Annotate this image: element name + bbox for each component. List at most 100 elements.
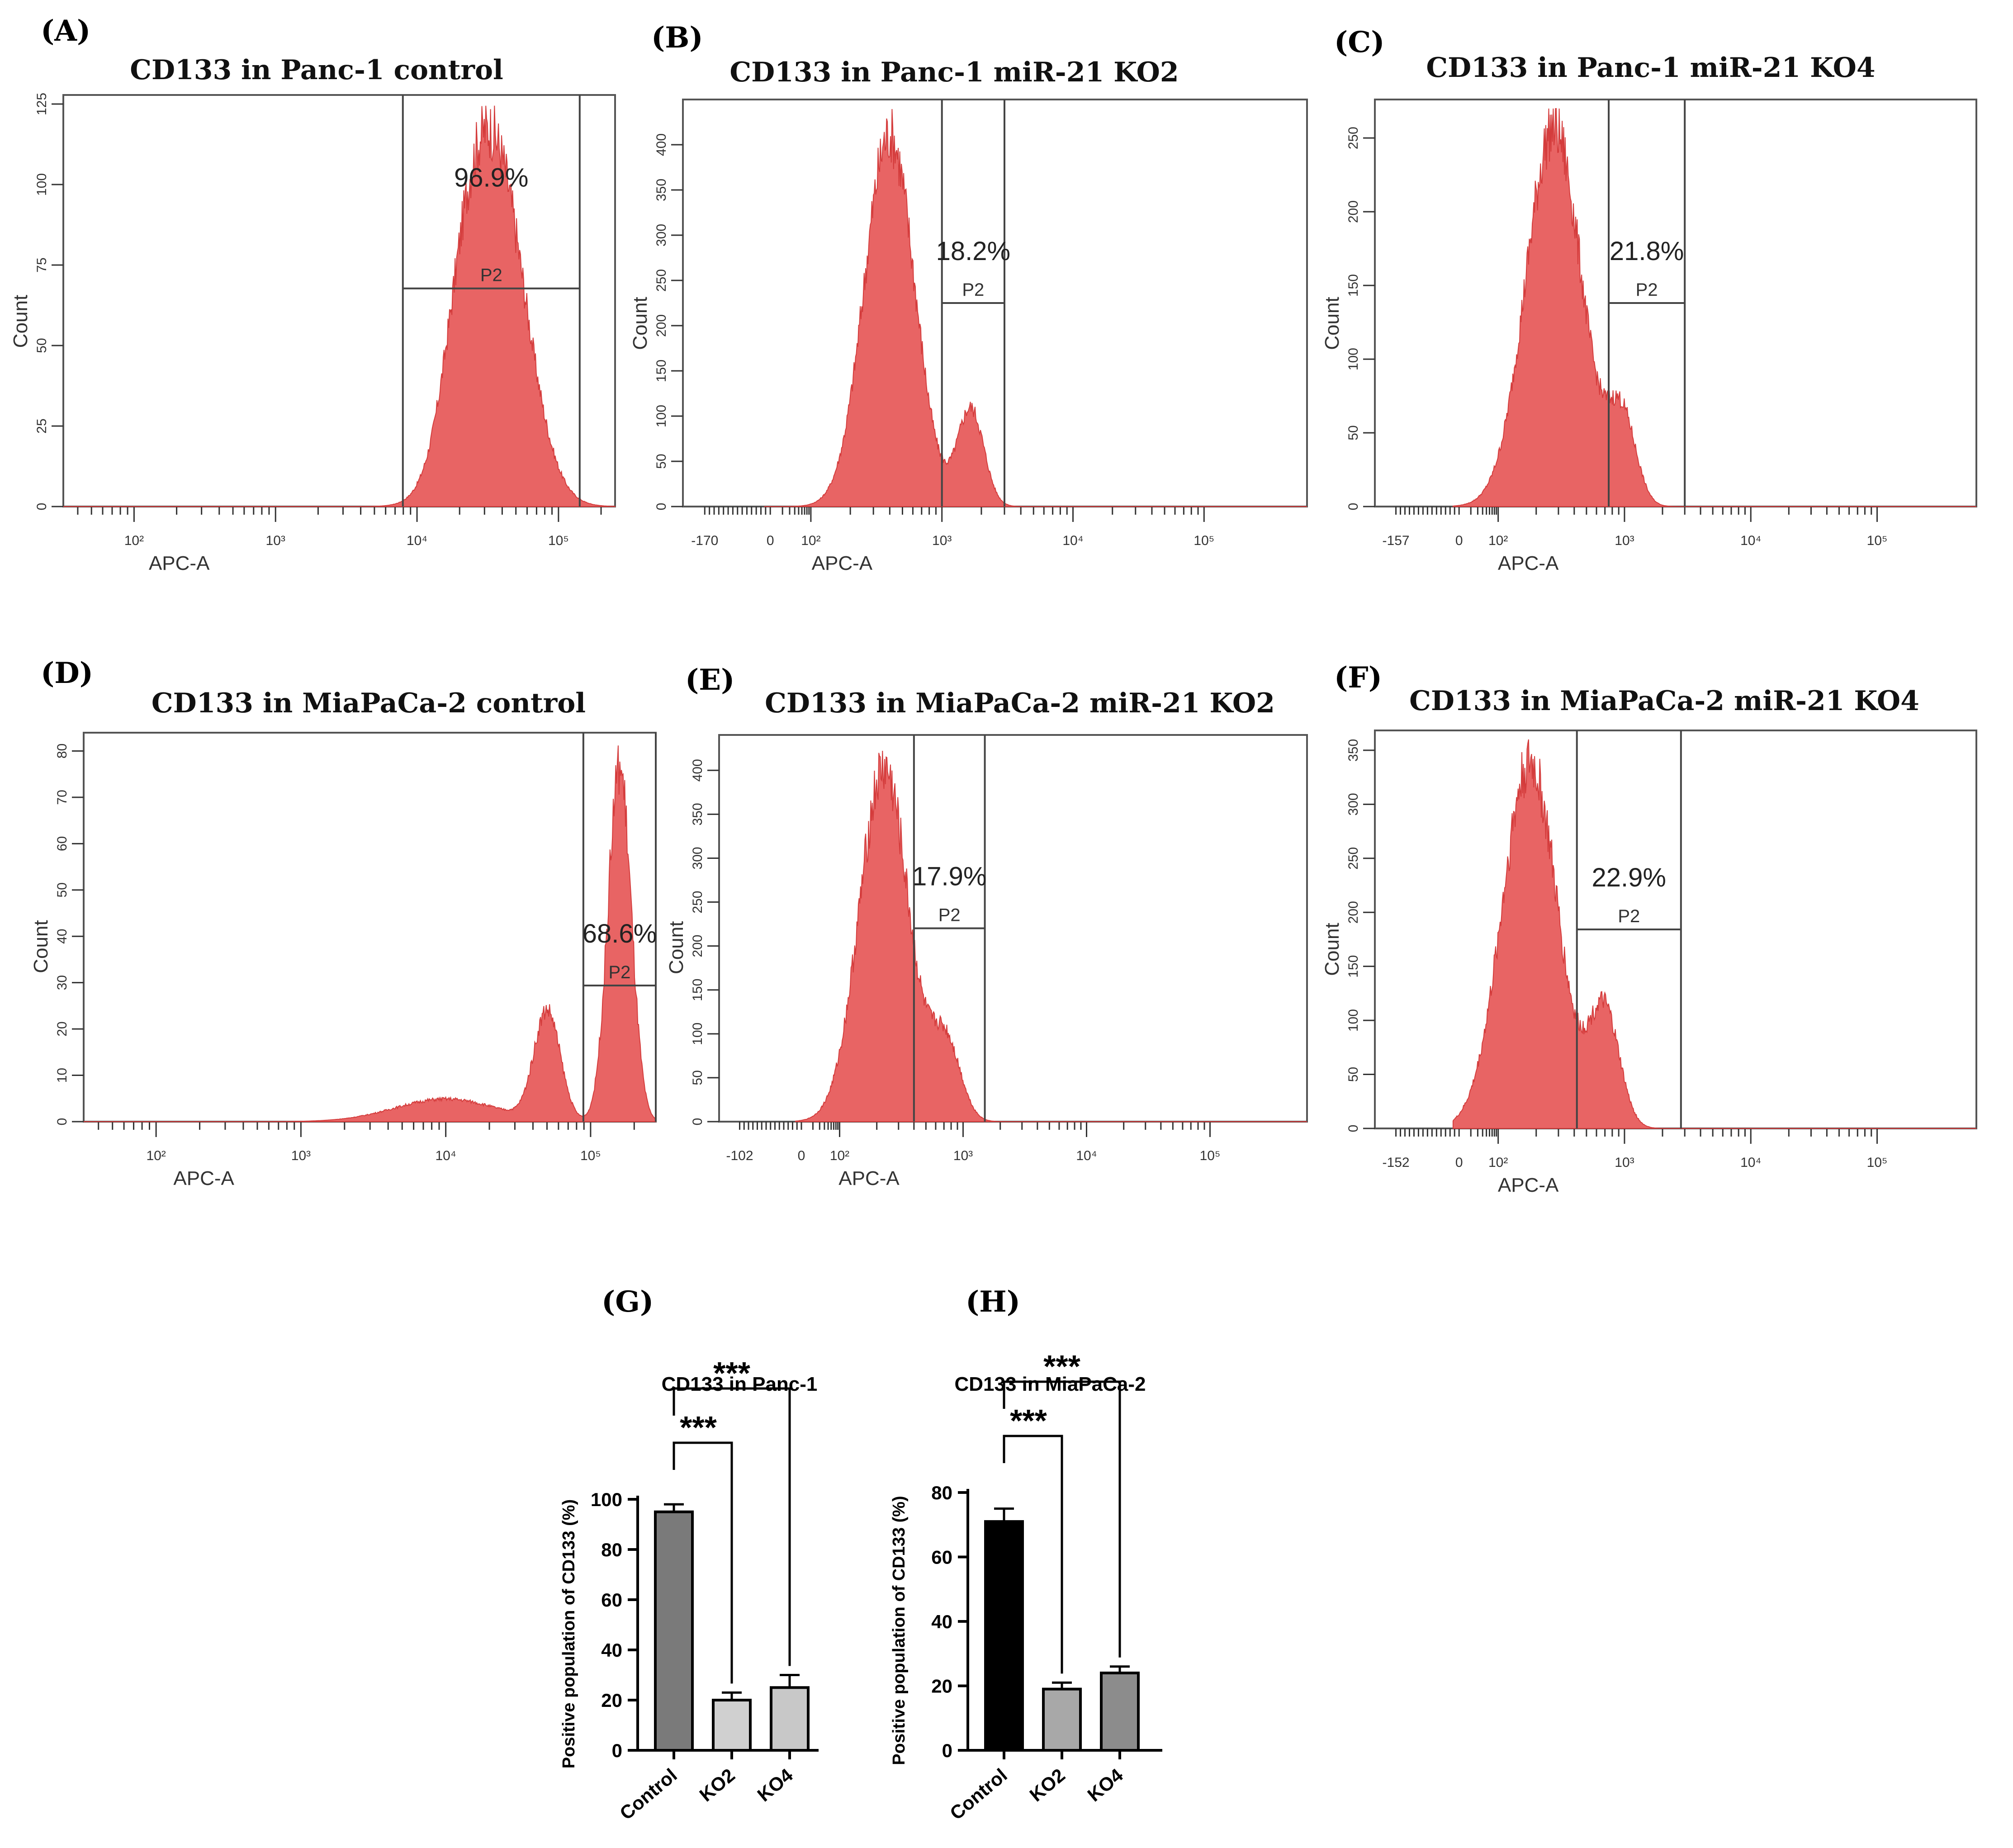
x-ticks bbox=[77, 507, 602, 522]
y-tick-label: 100 bbox=[1346, 1009, 1361, 1032]
panel-label-e: (E) bbox=[685, 663, 734, 697]
gate-label: P2 bbox=[608, 962, 630, 982]
y-tick-label: 100 bbox=[1346, 348, 1361, 370]
significance-stars: *** bbox=[713, 1355, 750, 1391]
bar-ko2 bbox=[1042, 1687, 1082, 1752]
y-tick-label: 0 bbox=[1346, 1125, 1361, 1132]
y-tick-label: 80 bbox=[931, 1482, 952, 1503]
y-tick-label: 80 bbox=[55, 744, 70, 758]
panel-label-g: (G) bbox=[602, 1285, 654, 1319]
y-tick-label: 60 bbox=[55, 836, 70, 851]
histogram-e: -102 0 10² 10³ 10⁴ 10⁵ APC-A 0 50 100 150 200 250 300… bbox=[665, 734, 1308, 1189]
panel-title-b: CD133 in Panc-1 miR-21 KO2 bbox=[729, 57, 1179, 88]
y-tick-label: 40 bbox=[601, 1640, 622, 1661]
histogram-b: -170 0 10² 10³ 10⁴ 10⁵ APC-A 0 50 100 150 200 250 300… bbox=[629, 99, 1308, 574]
y-tick-label: 200 bbox=[654, 314, 669, 337]
x-tick-label: 0 bbox=[798, 1148, 805, 1163]
gate-percent: 68.6% bbox=[583, 919, 657, 948]
panel-d: (D) CD133 in MiaPaCa-2 control 10² 10³ 10⁴… bbox=[30, 656, 657, 1189]
bar-control bbox=[984, 1520, 1024, 1752]
x-ticks bbox=[1395, 1128, 1878, 1144]
x-tick-label: 10³ bbox=[291, 1148, 311, 1163]
x-tick-label: 10² bbox=[146, 1148, 166, 1163]
x-tick-label: 10⁴ bbox=[1062, 533, 1083, 548]
x-tick-label: 10⁵ bbox=[1867, 533, 1888, 548]
x-tick-label: 10⁴ bbox=[1740, 533, 1761, 548]
y-axis-label: Positive population of CD133 (%) bbox=[559, 1499, 578, 1768]
y-tick-label: 0 bbox=[690, 1118, 705, 1126]
histogram-f: -152 0 10² 10³ 10⁴ 10⁵ APC-A 0 50 100 150 200 250 300… bbox=[1321, 730, 1977, 1196]
gate-label: P2 bbox=[962, 280, 984, 300]
histogram-fill bbox=[764, 109, 1307, 507]
x-ticks bbox=[98, 1122, 635, 1137]
y-tick-label: 350 bbox=[1346, 739, 1361, 762]
gate-percent: 22.9% bbox=[1592, 863, 1666, 892]
x-tick-label: 0 bbox=[767, 533, 774, 548]
gate-label: P2 bbox=[1636, 280, 1658, 300]
x-tick-label: 10⁵ bbox=[548, 533, 569, 548]
histogram-fill bbox=[84, 745, 656, 1122]
panel-title-c: CD133 in Panc-1 miR-21 KO4 bbox=[1426, 52, 1875, 84]
panel-e: (E) CD133 in MiaPaCa-2 miR-21 KO2 -102 0 1… bbox=[665, 663, 1308, 1189]
x-tick-label: 10³ bbox=[1615, 1155, 1634, 1170]
y-tick-label: 25 bbox=[34, 418, 49, 433]
y-tick-label: 150 bbox=[1346, 955, 1361, 978]
y-tick-label: 100 bbox=[690, 1023, 705, 1045]
y-tick-label: 20 bbox=[931, 1676, 952, 1697]
y-tick-label: 0 bbox=[942, 1740, 952, 1761]
bar-control bbox=[654, 1510, 694, 1752]
y-tick-label: 400 bbox=[690, 759, 705, 782]
x-tick-label: 10³ bbox=[953, 1148, 973, 1163]
x-axis-label: APC-A bbox=[149, 552, 210, 574]
y-axis-label: Count bbox=[1321, 297, 1343, 350]
y-axis-label: Count bbox=[9, 295, 32, 348]
gate-label: P2 bbox=[938, 905, 961, 925]
y-tick-label: 50 bbox=[690, 1070, 705, 1085]
histogram-fill bbox=[63, 105, 616, 507]
y-tick-label: 50 bbox=[654, 454, 669, 469]
y-tick-label: 40 bbox=[55, 929, 70, 944]
histogram-c: -157 0 10² 10³ 10⁴ 10⁵ APC-A 0 50 100 150 200 250 Cou… bbox=[1321, 99, 1977, 574]
y-tick-label: 50 bbox=[1346, 425, 1361, 440]
y-tick-label: 200 bbox=[690, 935, 705, 957]
x-tick-label: 10² bbox=[830, 1148, 849, 1163]
x-tick-label: 10² bbox=[1488, 533, 1508, 548]
x-axis-label: APC-A bbox=[1498, 552, 1559, 574]
histogram-a: 10² 10³ 10⁴ 10⁵ APC-A 0 25 50 75 100 125 Count P2 96.… bbox=[9, 93, 616, 574]
y-tick-label: 300 bbox=[654, 224, 669, 246]
bar-ko2 bbox=[712, 1699, 752, 1752]
y-tick-label: 150 bbox=[1346, 274, 1361, 297]
panel-title-d: CD133 in MiaPaCa-2 control bbox=[152, 687, 586, 719]
x-tick-label: 10⁵ bbox=[580, 1148, 601, 1163]
y-tick-label: 0 bbox=[612, 1740, 622, 1761]
panel-label-b: (B) bbox=[651, 21, 703, 55]
y-tick-label: 75 bbox=[34, 257, 49, 272]
panel-title-f: CD133 in MiaPaCa-2 miR-21 KO4 bbox=[1409, 685, 1919, 717]
y-tick-label: 0 bbox=[1346, 503, 1361, 511]
panel-title-e: CD133 in MiaPaCa-2 miR-21 KO2 bbox=[765, 687, 1275, 719]
x-axis-label: APC-A bbox=[1498, 1174, 1559, 1196]
x-tick-label: 0 bbox=[1455, 1155, 1463, 1170]
x-tick-label: 10⁴ bbox=[407, 533, 427, 548]
y-tick-label: 100 bbox=[654, 405, 669, 427]
significance-stars: *** bbox=[680, 1410, 717, 1445]
significance-bracket bbox=[1003, 1435, 1063, 1674]
y-axis-label: Count bbox=[1321, 923, 1343, 976]
panel-label-h: (H) bbox=[966, 1285, 1020, 1319]
histogram-fill bbox=[795, 750, 1307, 1122]
gate-label: P2 bbox=[480, 265, 502, 285]
y-tick-label: 150 bbox=[690, 979, 705, 1001]
x-tick-label: 10³ bbox=[932, 533, 952, 548]
x-tick-label: 10⁴ bbox=[1740, 1155, 1761, 1170]
y-tick-label: 300 bbox=[690, 847, 705, 869]
panel-title-a: CD133 in Panc-1 control bbox=[130, 54, 503, 86]
x-tick-label: 0 bbox=[1455, 533, 1463, 548]
panel-c: (C) CD133 in Panc-1 miR-21 KO4 -157 0 10² 1… bbox=[1321, 25, 1977, 574]
y-tick-label: 150 bbox=[654, 360, 669, 382]
bar-ko4 bbox=[1100, 1672, 1140, 1752]
y-tick-label: 200 bbox=[1346, 200, 1361, 223]
y-tick-label: 50 bbox=[1346, 1067, 1361, 1082]
gate-percent: 18.2% bbox=[936, 237, 1010, 266]
y-tick-label: 200 bbox=[1346, 901, 1361, 924]
